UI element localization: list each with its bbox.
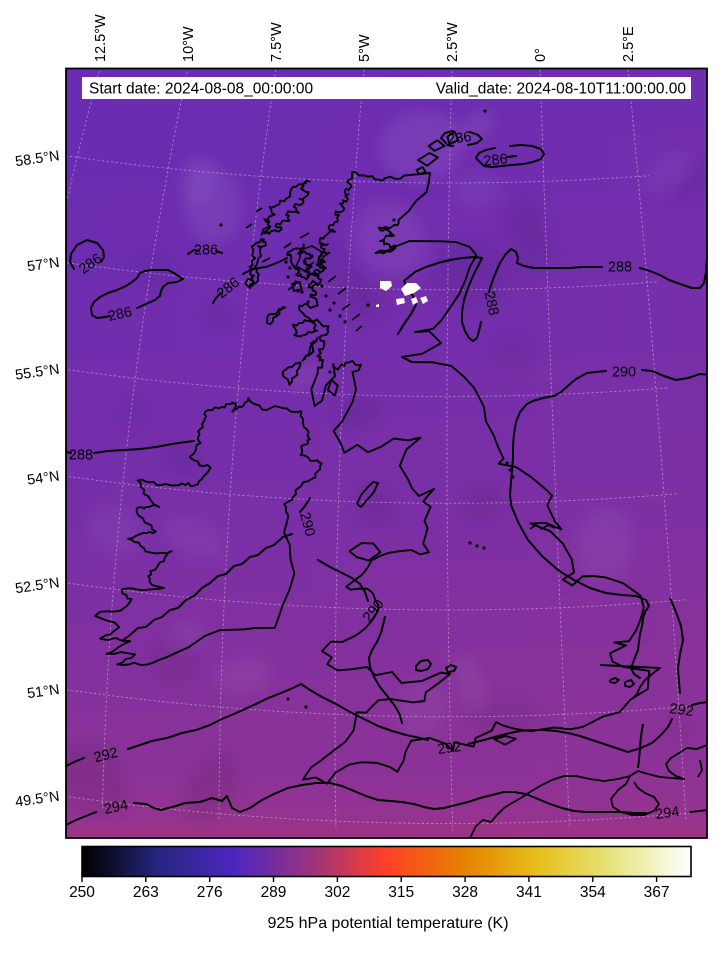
svg-text:294: 294: [103, 797, 130, 818]
svg-text:286: 286: [194, 243, 218, 259]
svg-text:367: 367: [644, 884, 670, 901]
svg-text:12.5°W: 12.5°W: [93, 14, 109, 62]
svg-text:2.5°E: 2.5°E: [621, 26, 637, 62]
svg-text:354: 354: [580, 884, 606, 901]
svg-text:315: 315: [388, 884, 414, 901]
svg-text:290: 290: [612, 365, 636, 381]
svg-text:51°N: 51°N: [26, 682, 60, 702]
svg-text:328: 328: [452, 884, 478, 901]
svg-text:10°W: 10°W: [181, 26, 197, 62]
svg-text:286: 286: [107, 304, 134, 325]
svg-text:263: 263: [133, 884, 159, 901]
svg-text:57°N: 57°N: [26, 255, 60, 275]
svg-text:294: 294: [654, 804, 680, 823]
svg-text:52.5°N: 52.5°N: [14, 575, 60, 597]
svg-text:Start date: 2024-08-08_00:00:0: Start date: 2024-08-08_00:00:00: [89, 81, 313, 98]
svg-text:292: 292: [436, 739, 462, 758]
svg-text:288: 288: [481, 290, 502, 317]
svg-text:7.5°W: 7.5°W: [269, 22, 285, 62]
svg-text:286: 286: [483, 151, 509, 169]
svg-text:0°: 0°: [533, 48, 549, 62]
svg-text:292: 292: [92, 745, 119, 766]
svg-text:925 hPa potential temperature: 925 hPa potential temperature (K): [267, 915, 508, 932]
svg-text:286: 286: [446, 129, 472, 148]
svg-text:289: 289: [261, 884, 287, 901]
svg-text:341: 341: [516, 884, 542, 901]
svg-text:276: 276: [197, 884, 223, 901]
svg-text:2.5°W: 2.5°W: [445, 22, 461, 62]
svg-text:5°W: 5°W: [357, 34, 373, 62]
svg-text:290: 290: [296, 511, 318, 539]
svg-text:55.5°N: 55.5°N: [14, 362, 60, 384]
svg-text:54°N: 54°N: [26, 468, 60, 488]
svg-text:250: 250: [69, 884, 95, 901]
svg-text:49.5°N: 49.5°N: [14, 789, 60, 811]
svg-text:302: 302: [324, 884, 350, 901]
svg-text:292: 292: [668, 701, 694, 720]
svg-text:288: 288: [608, 260, 632, 276]
svg-text:288: 288: [69, 448, 93, 464]
svg-text:58.5°N: 58.5°N: [14, 148, 60, 170]
svg-text:Valid_date: 2024-08-10T11:00:0: Valid_date: 2024-08-10T11:00:00.00: [436, 81, 687, 98]
